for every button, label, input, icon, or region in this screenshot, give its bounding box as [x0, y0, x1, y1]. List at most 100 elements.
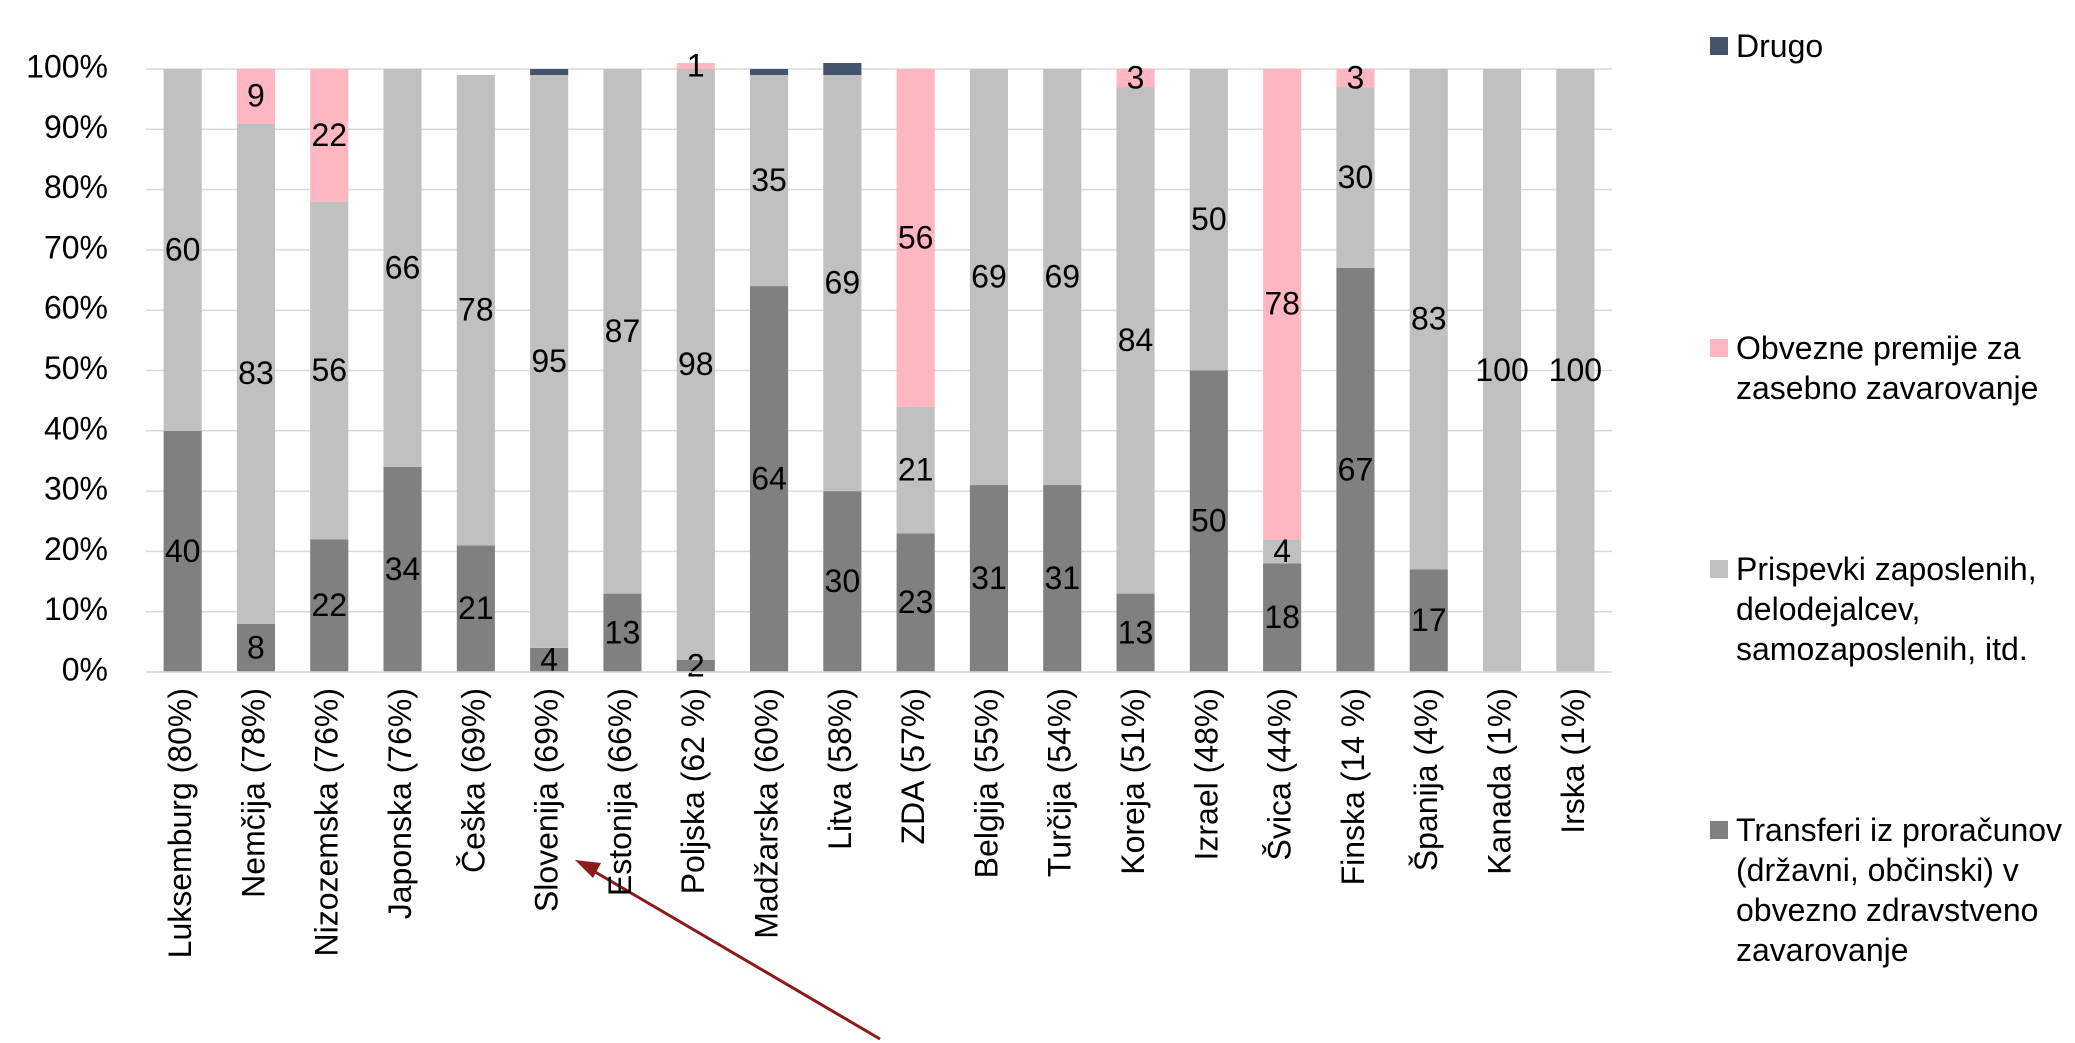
bar-segment — [1043, 69, 1082, 486]
bar-segment — [1336, 267, 1375, 672]
data-label: 60 — [165, 231, 201, 267]
bar-segment — [236, 623, 276, 672]
bar-segment — [676, 659, 715, 672]
bar-segment — [456, 545, 495, 672]
data-label: 66 — [385, 249, 421, 285]
legend-item: Transferi iz proračunov (državni, občins… — [1710, 810, 2070, 970]
y-tick-label: 90% — [44, 109, 108, 145]
y-tick-label: 80% — [44, 169, 108, 205]
legend-label: Obvezne premije za zasebno zavarovanje — [1736, 330, 2039, 406]
bar-segment — [1556, 69, 1595, 672]
legend-item: Prispevki zaposlenih, delodejalcev, samo… — [1710, 549, 2070, 669]
y-tick-label: 30% — [44, 471, 108, 507]
x-tick-label: Švica (44%) — [1262, 688, 1298, 861]
legend-swatch — [1710, 560, 1728, 578]
bar-segment — [749, 75, 789, 287]
legend-swatch — [1710, 821, 1728, 839]
bar-segment — [676, 69, 715, 660]
y-tick-label: 100% — [26, 48, 108, 84]
data-label: 4 — [540, 641, 558, 677]
data-labels: 4060883922562234662178495138729816435306… — [165, 47, 1602, 683]
data-label: 87 — [605, 313, 641, 349]
bar-segment — [749, 69, 789, 76]
y-tick-label: 20% — [44, 531, 108, 567]
legend-swatch — [1710, 37, 1728, 55]
bar-segment — [823, 62, 862, 76]
data-label: 17 — [1411, 602, 1447, 638]
bar-segment — [1409, 569, 1448, 672]
data-label: 13 — [605, 614, 641, 650]
bar-segment — [676, 62, 715, 69]
x-tick-label: Finska (14 %) — [1335, 688, 1371, 885]
bar-segment — [383, 466, 422, 672]
data-label: 69 — [825, 265, 861, 301]
data-label: 21 — [898, 451, 934, 487]
bar-segment — [1409, 69, 1448, 570]
legend-item: Drugo — [1710, 26, 2070, 66]
bar-segment — [1336, 87, 1375, 268]
data-label: 84 — [1118, 322, 1154, 358]
x-tick-label: ZDA (57%) — [895, 688, 931, 844]
y-tick-label: 70% — [44, 229, 108, 265]
x-tick-label: Španija (4%) — [1408, 688, 1444, 871]
data-label: 22 — [311, 117, 347, 153]
legend-swatch — [1710, 339, 1728, 357]
bar-segment — [1189, 370, 1228, 672]
bar-segment — [1043, 485, 1082, 672]
legend-label: Transferi iz proračunov (državni, občins… — [1736, 812, 2063, 968]
bar-segment — [969, 485, 1009, 672]
legend-item: Obvezne premije za zasebno zavarovanje — [1710, 328, 2070, 408]
bar-segment — [236, 123, 276, 624]
bar-segment — [1263, 563, 1302, 672]
bar-segment — [310, 69, 349, 202]
x-tick-label: Litva (58%) — [822, 688, 858, 850]
bar-segment — [969, 69, 1009, 486]
data-label: 4 — [1273, 533, 1291, 569]
data-label: 40 — [165, 533, 201, 569]
data-label: 56 — [898, 219, 934, 255]
data-label: 2 — [687, 647, 705, 683]
data-label: 23 — [898, 584, 934, 620]
data-label: 3 — [1347, 59, 1365, 95]
bar-segment — [603, 69, 642, 594]
x-tick-label: Turčija (54%) — [1042, 688, 1078, 877]
data-label: 69 — [971, 258, 1007, 294]
x-tick-label: Madžarska (60%) — [749, 688, 785, 939]
data-label: 1 — [687, 47, 705, 83]
bar-segment — [530, 69, 569, 76]
data-label: 30 — [1338, 159, 1374, 195]
bar-segment — [383, 69, 422, 467]
data-label: 56 — [311, 352, 347, 388]
bar-segment — [603, 593, 642, 672]
bar-segment — [1336, 69, 1375, 88]
bar-segment — [896, 533, 935, 672]
bar-segment — [823, 491, 862, 672]
data-label: 100 — [1475, 352, 1528, 388]
x-tick-label: Češka (69%) — [455, 688, 491, 873]
data-label: 9 — [247, 78, 265, 114]
data-label: 21 — [458, 590, 494, 626]
data-label: 95 — [531, 343, 567, 379]
x-tick-label: Nemčija (78%) — [235, 688, 271, 898]
x-tick-label: Irska (1%) — [1555, 688, 1591, 834]
bar-segment — [310, 201, 349, 540]
bar-segment — [310, 539, 349, 672]
data-label: 83 — [238, 355, 274, 391]
bar-segment — [456, 75, 495, 546]
bars — [163, 62, 1595, 672]
data-label: 18 — [1264, 599, 1300, 635]
bar-segment — [749, 286, 789, 672]
data-label: 78 — [1264, 286, 1300, 322]
bar-segment — [1189, 69, 1228, 371]
data-label: 67 — [1338, 451, 1374, 487]
y-tick-label: 60% — [44, 290, 108, 326]
x-tick-label: Poljska (62 %) — [675, 688, 711, 894]
x-tick-label: Nizozemska (76%) — [309, 688, 345, 957]
legend-label: Drugo — [1736, 28, 1824, 64]
y-tick-label: 50% — [44, 350, 108, 386]
x-tick-label: Koreja (51%) — [1115, 688, 1151, 875]
y-tick-label: 0% — [62, 651, 108, 687]
data-label: 50 — [1191, 503, 1227, 539]
bar-segment — [163, 69, 202, 431]
